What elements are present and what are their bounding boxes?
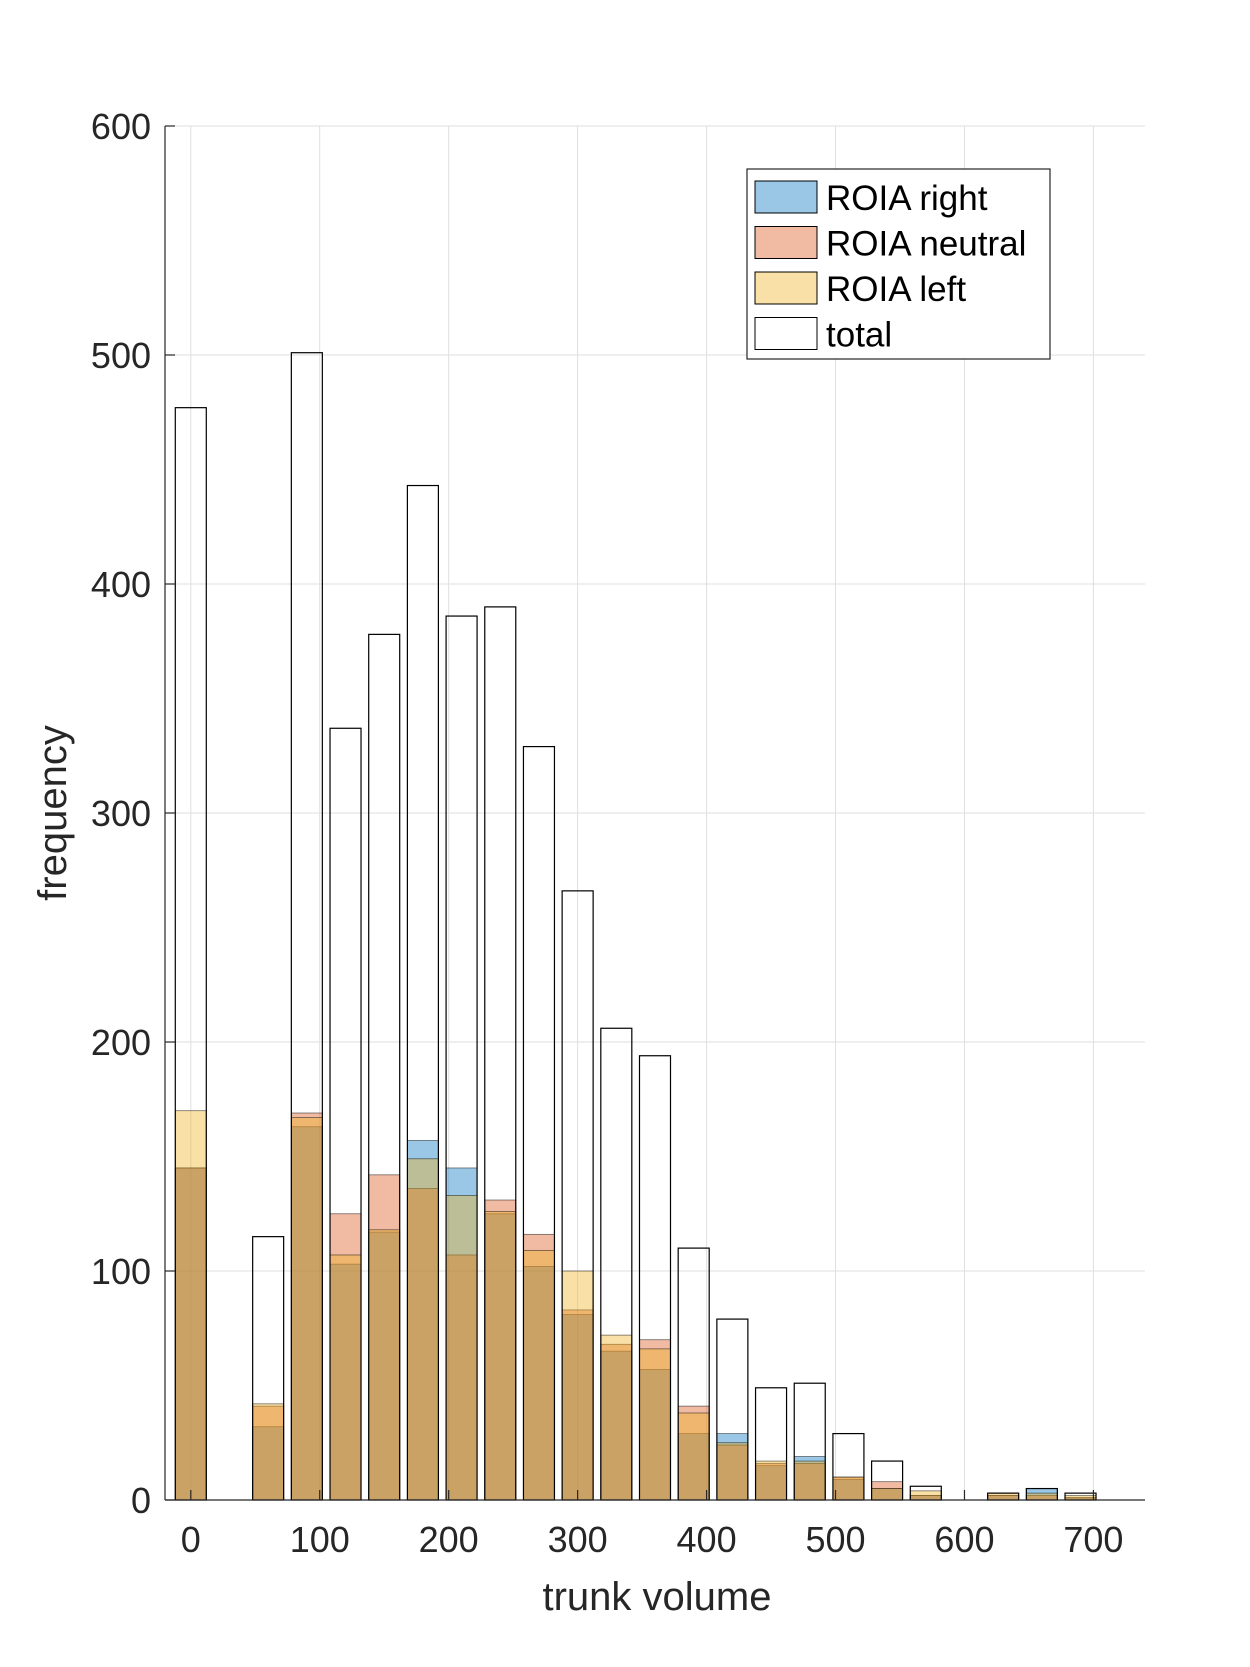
bar-roia-left [677,1412,710,1501]
bar-roia-left [987,1492,1020,1501]
legend-swatch [754,226,818,259]
bar-roia-right [484,1213,517,1501]
bar-roia-neutral [716,1444,749,1501]
x-tick-label: 100 [290,1519,350,1560]
bar-roia-left [1064,1495,1097,1501]
x-axis-title: trunk volume [543,1575,772,1619]
bar-roia-left [484,1211,517,1501]
bar-roia-neutral [639,1339,671,1501]
bar-roia-neutral [677,1405,710,1501]
y-tick-label: 300 [91,793,151,834]
bar-roia-neutral [368,1174,401,1501]
bar-roia-left [406,1158,439,1501]
bar-roia-neutral [174,1167,207,1501]
x-tick-label: 500 [805,1519,865,1560]
x-tick-label: 400 [677,1519,737,1560]
x-tick-label: 200 [419,1519,479,1560]
bar-roia-left [445,1195,478,1501]
x-tick-label: 0 [181,1519,201,1560]
bar-roia-right [639,1369,671,1501]
bar-roia-neutral [445,1254,478,1501]
bar-roia-left [600,1334,633,1501]
bar-roia-left [639,1348,671,1501]
bar-roia-left [523,1249,555,1501]
bar-roia-left [368,1229,401,1501]
legend-swatch [754,317,818,350]
x-tick-label: 700 [1063,1519,1123,1560]
legend-label: ROIA left [826,270,966,309]
y-tick-label: 100 [91,1251,151,1292]
y-tick-label: 400 [91,564,151,605]
bars-layer [174,352,1097,1501]
bar-roia-left [716,1442,749,1501]
y-tick-label: 0 [131,1480,151,1521]
bar-roia-right [523,1266,555,1501]
bar-roia-left [755,1460,787,1501]
bar-roia-left [561,1270,594,1501]
bar-roia-left [793,1460,826,1501]
legend: ROIA right ROIA neutral ROIA left total [746,168,1051,360]
bar-roia-left [252,1403,285,1501]
bar-roia-right [445,1167,478,1501]
legend-swatch [754,180,818,214]
x-tick-label: 600 [934,1519,994,1560]
axes-layer: 0 100 200 300 400 500 600 700 0 100 200 300 400 500 60… [91,106,1145,1560]
y-tick-label: 500 [91,335,151,376]
y-tick-label: 600 [91,106,151,147]
bar-roia-neutral [406,1188,439,1501]
legend-label: total [826,316,892,355]
y-tick-label: 200 [91,1022,151,1063]
bar-roia-left [1025,1492,1058,1501]
bar-roia-neutral [793,1462,826,1501]
bar-roia-right [329,1263,362,1501]
legend-swatch [754,271,818,305]
bar-roia-left [290,1117,323,1501]
bar-roia-left [329,1254,362,1501]
bar-roia-left [174,1110,207,1501]
bar-roia-right [600,1350,633,1501]
bar-roia-right [290,1126,323,1501]
legend-label: ROIA right [826,179,988,218]
bar-roia-left [832,1476,865,1501]
bar-roia-right [561,1314,594,1501]
x-tick-label: 300 [548,1519,608,1560]
y-axis-title: frequency [31,725,75,901]
bar-roia-neutral [290,1112,323,1501]
bar-roia-left [909,1490,942,1501]
legend-label: ROIA neutral [826,225,1026,264]
bar-roia-left [871,1488,904,1501]
